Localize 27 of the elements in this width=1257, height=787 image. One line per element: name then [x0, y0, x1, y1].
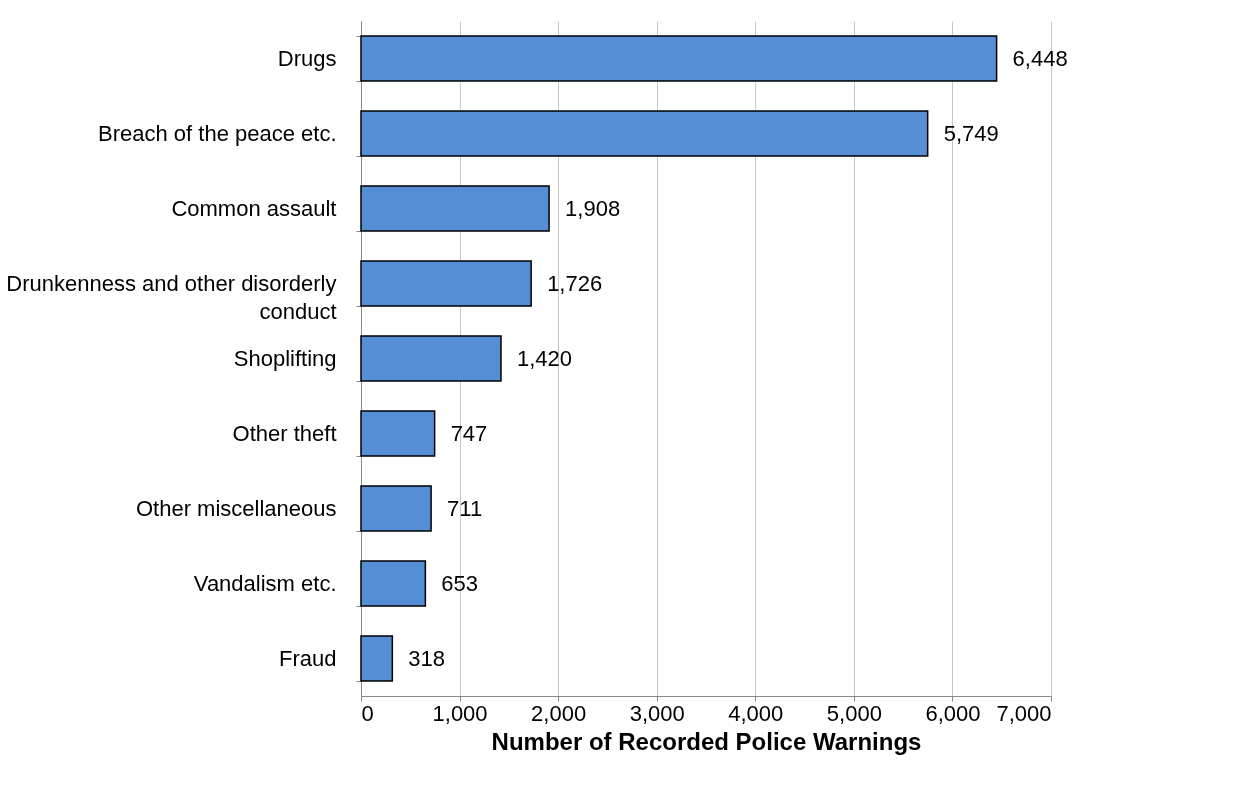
x-tick-label: 5,000	[826, 700, 882, 726]
y-tick-label: Drunkenness and other disorderly conduct	[6, 271, 337, 324]
x-tick-label: 4,000	[728, 700, 784, 726]
y-tick-label: Shoplifting	[233, 346, 337, 371]
y-tick-label: Drugs	[277, 46, 337, 71]
x-tick-label: 6,000	[925, 700, 981, 726]
data-label: 711	[447, 495, 483, 521]
x-tick-label: 3,000	[629, 700, 685, 726]
x-tick-label: 2,000	[531, 700, 587, 726]
x-tick-label: 7,000	[996, 700, 1052, 726]
y-tick-label: Other miscellaneous	[135, 496, 337, 521]
y-tick-label: Other theft	[232, 421, 337, 446]
x-tick-label: 1,000	[432, 700, 488, 726]
data-label: 1,420	[516, 345, 573, 371]
data-label: 747	[450, 420, 488, 446]
y-tick-label: Vandalism etc.	[193, 571, 337, 596]
data-label: 318	[408, 645, 446, 671]
data-label: 6,448	[1012, 45, 1068, 71]
data-label: 1,726	[547, 270, 603, 296]
x-tick-label: 0	[361, 700, 374, 726]
data-label: 5,749	[943, 120, 999, 146]
x-axis-title: Number of Recorded Police Warnings	[491, 727, 922, 755]
y-tick-label: Common assault	[171, 196, 337, 221]
data-label: 1,908	[565, 195, 621, 221]
y-tick-label: Fraud	[279, 646, 337, 671]
data-label: 653	[441, 570, 479, 596]
y-tick-label: Breach of the peace etc.	[98, 121, 337, 146]
